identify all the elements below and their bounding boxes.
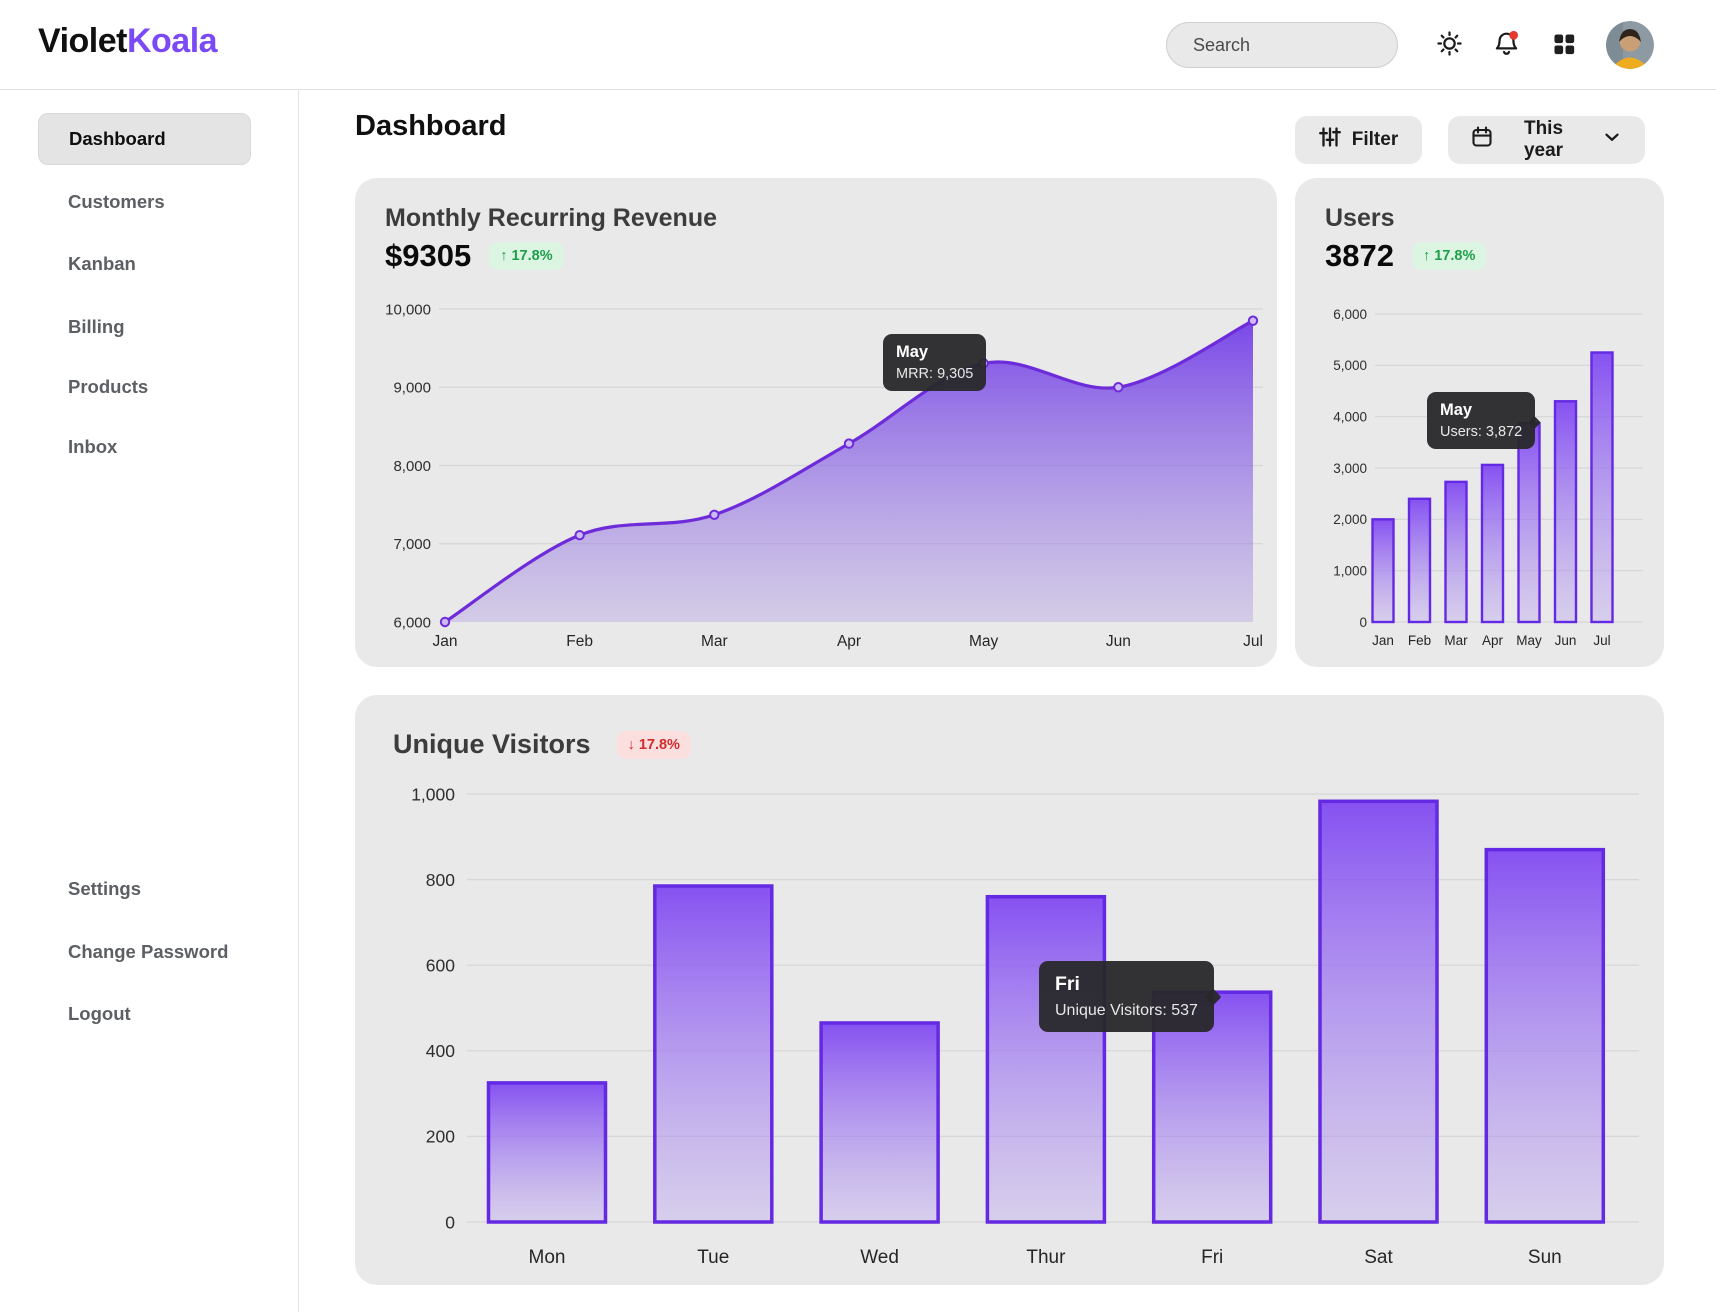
svg-text:Feb: Feb bbox=[1408, 633, 1431, 648]
sidebar-item-billing[interactable]: Billing bbox=[68, 316, 125, 337]
period-label: This year bbox=[1523, 118, 1564, 161]
svg-text:Fri: Fri bbox=[1201, 1247, 1223, 1268]
svg-text:6,000: 6,000 bbox=[1333, 307, 1367, 322]
svg-text:600: 600 bbox=[426, 956, 455, 976]
svg-text:3,000: 3,000 bbox=[1333, 461, 1367, 476]
svg-text:1,000: 1,000 bbox=[411, 784, 455, 804]
sidebar-item-inbox[interactable]: Inbox bbox=[68, 436, 118, 457]
svg-text:10,000: 10,000 bbox=[385, 301, 431, 318]
brand-first: Violet bbox=[38, 22, 127, 60]
visitors-tooltip-title: Fri bbox=[1055, 973, 1080, 995]
apps-button[interactable] bbox=[1546, 27, 1582, 63]
svg-text:Jun: Jun bbox=[1555, 633, 1577, 648]
svg-text:0: 0 bbox=[1359, 615, 1367, 630]
svg-text:Jun: Jun bbox=[1106, 633, 1131, 650]
filter-icon bbox=[1318, 126, 1341, 154]
svg-text:Jan: Jan bbox=[1372, 633, 1394, 648]
sidebar-item-change-password[interactable]: Change Password bbox=[68, 941, 229, 962]
bell-icon bbox=[1492, 29, 1521, 61]
brand-logo: VioletKoala bbox=[38, 22, 218, 61]
brand-second: Koala bbox=[126, 22, 218, 60]
svg-text:0: 0 bbox=[445, 1212, 455, 1232]
svg-text:Sat: Sat bbox=[1364, 1247, 1393, 1268]
users-bar-chart[interactable]: 0 1,000 2,000 3,000 4,000 5,000 6,000 Jan Feb Mar… bbox=[1295, 288, 1664, 660]
page-title: Dashboard bbox=[355, 110, 507, 142]
visitors-tooltip-text: Unique Visitors: 537 bbox=[1055, 1002, 1198, 1019]
svg-text:May: May bbox=[1516, 633, 1542, 648]
mrr-value: $9305 bbox=[385, 238, 472, 273]
svg-text:Feb: Feb bbox=[566, 633, 593, 650]
users-card-title: Users bbox=[1325, 204, 1395, 232]
sidebar-item-kanban[interactable]: Kanban bbox=[68, 253, 136, 274]
users-tooltip-text: Users: 3,872 bbox=[1440, 424, 1523, 440]
search-input[interactable] bbox=[1166, 22, 1398, 68]
calendar-icon bbox=[1470, 125, 1494, 155]
svg-text:Mar: Mar bbox=[701, 633, 728, 650]
filter-label: Filter bbox=[1351, 129, 1399, 150]
mrr-tooltip: May MRR: 9,305 bbox=[883, 334, 987, 391]
mrr-tooltip-text: MRR: 9,305 bbox=[896, 366, 974, 382]
users-card: Users 3872 ↑ 17.8% 0 1,000 2,000 3,000 4,000… bbox=[1295, 178, 1664, 667]
visitors-title-row: Unique Visitors ↓ 17.8% bbox=[393, 729, 691, 760]
svg-text:7,000: 7,000 bbox=[393, 536, 431, 553]
users-value-row: 3872 ↑ 17.8% bbox=[1325, 238, 1487, 274]
svg-text:9,000: 9,000 bbox=[393, 380, 431, 397]
visitors-bar-chart[interactable]: 0 200 400 600 800 1,000 Mon Tue Wed Thur Fri Sat Sun bbox=[355, 780, 1664, 1285]
sidebar-item-products[interactable]: Products bbox=[68, 376, 149, 397]
svg-text:4,000: 4,000 bbox=[1333, 410, 1367, 425]
sidebar-item-logout[interactable]: Logout bbox=[68, 1003, 131, 1024]
notification-dot bbox=[1508, 30, 1518, 40]
sun-icon bbox=[1436, 30, 1463, 60]
svg-text:Thur: Thur bbox=[1026, 1247, 1066, 1268]
users-tooltip-title: May bbox=[1440, 401, 1473, 419]
svg-text:Jan: Jan bbox=[433, 633, 458, 650]
users-trend-badge: ↑ 17.8% bbox=[1411, 242, 1487, 270]
mrr-area-chart[interactable]: 6,000 7,000 8,000 9,000 10,000 Jan Feb Mar Apr Ma… bbox=[355, 288, 1277, 660]
notifications-button[interactable] bbox=[1488, 27, 1524, 63]
svg-text:May: May bbox=[969, 633, 999, 650]
svg-text:200: 200 bbox=[426, 1127, 455, 1147]
users-value: 3872 bbox=[1325, 238, 1394, 273]
svg-text:8,000: 8,000 bbox=[393, 458, 431, 475]
svg-text:Jul: Jul bbox=[1243, 633, 1263, 650]
svg-text:1,000: 1,000 bbox=[1333, 564, 1367, 579]
chevron-down-icon bbox=[1601, 126, 1623, 154]
svg-text:Apr: Apr bbox=[837, 633, 861, 650]
svg-text:800: 800 bbox=[426, 870, 455, 890]
svg-text:Tue: Tue bbox=[697, 1247, 729, 1268]
visitors-trend-badge: ↓ 17.8% bbox=[616, 730, 691, 759]
mrr-value-row: $9305 ↑ 17.8% bbox=[385, 238, 564, 274]
visitors-card-title: Unique Visitors bbox=[393, 729, 591, 759]
sidebar: Dashboard Customers Kanban Billing Produ… bbox=[0, 90, 299, 1312]
topbar: VioletKoala bbox=[0, 0, 1716, 90]
svg-text:6,000: 6,000 bbox=[393, 614, 431, 631]
svg-text:400: 400 bbox=[426, 1041, 455, 1061]
mrr-card: Monthly Recurring Revenue $9305 ↑ 17.8% … bbox=[355, 178, 1277, 667]
visitors-tooltip: Fri Unique Visitors: 537 bbox=[1039, 961, 1214, 1032]
grid-icon bbox=[1551, 31, 1577, 60]
svg-text:2,000: 2,000 bbox=[1333, 512, 1367, 527]
svg-text:5,000: 5,000 bbox=[1333, 358, 1367, 373]
avatar[interactable] bbox=[1606, 21, 1654, 69]
filter-button[interactable]: Filter bbox=[1295, 116, 1422, 164]
svg-text:Mar: Mar bbox=[1444, 633, 1468, 648]
sidebar-item-settings[interactable]: Settings bbox=[68, 878, 141, 899]
period-select[interactable]: This year bbox=[1448, 116, 1645, 164]
svg-text:Wed: Wed bbox=[860, 1247, 899, 1268]
mrr-tooltip-title: May bbox=[896, 343, 929, 361]
mrr-trend-badge: ↑ 17.8% bbox=[489, 242, 564, 270]
svg-text:Sun: Sun bbox=[1528, 1247, 1562, 1268]
svg-text:Mon: Mon bbox=[529, 1247, 566, 1268]
theme-toggle-button[interactable] bbox=[1431, 27, 1467, 63]
svg-text:Jul: Jul bbox=[1593, 633, 1610, 648]
sidebar-item-customers[interactable]: Customers bbox=[68, 191, 165, 212]
visitors-card: Unique Visitors ↓ 17.8% 0 200 400 600 800 1,0… bbox=[355, 695, 1664, 1285]
svg-text:Apr: Apr bbox=[1482, 633, 1504, 648]
users-tooltip: May Users: 3,872 bbox=[1427, 392, 1536, 449]
sidebar-item-dashboard[interactable]: Dashboard bbox=[38, 113, 251, 165]
mrr-card-title: Monthly Recurring Revenue bbox=[385, 204, 717, 232]
